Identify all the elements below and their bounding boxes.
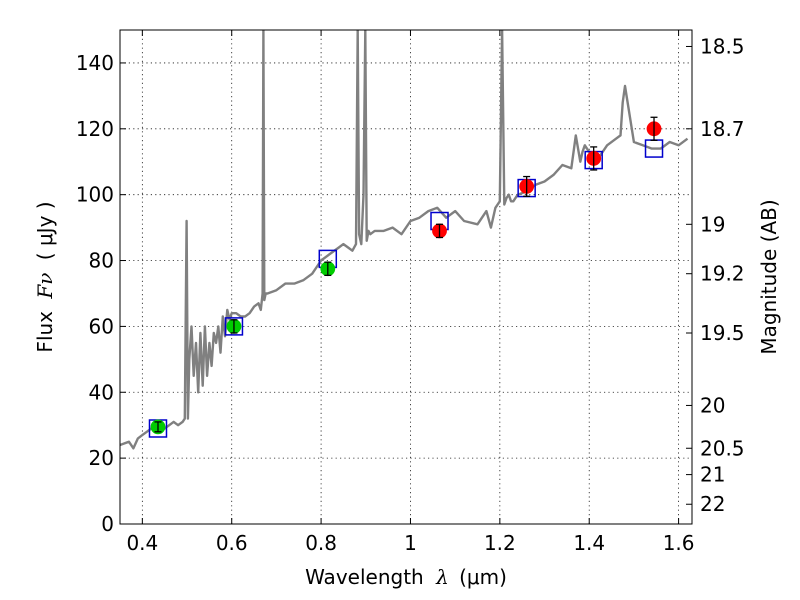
- x-tick-label: 0.4: [126, 531, 158, 555]
- x-tick-label: 1: [404, 531, 417, 555]
- x-axis-label-unit: (μm): [459, 565, 507, 589]
- y2-axis-label: Magnitude (AB): [757, 199, 781, 354]
- y2-tick-label: 19.5: [700, 321, 745, 345]
- model-square-marker: [224, 317, 244, 336]
- y-tick-label: 0: [101, 512, 114, 536]
- y-tick-label: 80: [89, 249, 114, 273]
- x-tick-label: 1.6: [663, 531, 695, 555]
- x-tick-label: 1.4: [573, 531, 605, 555]
- y2-tick-label: 20: [700, 393, 725, 417]
- y-tick-label: 20: [89, 446, 114, 470]
- x-axis-label: Wavelength λ (μm): [305, 565, 507, 589]
- y-axis-label-symbol: Fν: [33, 273, 57, 300]
- y2-tick-label: 19: [700, 212, 725, 236]
- y2-tick-label: 22: [700, 492, 725, 516]
- ticks-layer: 0.4 0.6 0.8 1 1.2 1.4 1.6 0 20 40 60 80 100 120 140 18.…: [76, 30, 745, 555]
- plot-background: [120, 30, 692, 524]
- x-axis-label-symbol: λ: [435, 565, 449, 589]
- marks-layer: [148, 116, 664, 438]
- y-axis-label: Flux Fν ( μJy ): [33, 201, 57, 352]
- y2-tick-label: 18.5: [700, 34, 745, 58]
- x-tick-label: 0.8: [305, 531, 337, 555]
- y-axis-label-unit: ( μJy ): [33, 201, 57, 260]
- y2-tick-label: 20.5: [700, 436, 745, 460]
- x-tick-label: 1.2: [484, 531, 516, 555]
- y2-tick-label: 18.7: [700, 117, 745, 141]
- y-tick-label: 60: [89, 314, 114, 338]
- y-tick-label: 120: [76, 117, 114, 141]
- spectrum-line: [120, 30, 689, 450]
- y-tick-label: 40: [89, 380, 114, 404]
- y-tick-label: 100: [76, 183, 114, 207]
- x-axis-label-text: Wavelength: [305, 565, 424, 589]
- y-axis-label-text: Flux: [33, 311, 57, 353]
- x-tick-label: 0.6: [216, 531, 248, 555]
- plot-frame: [119, 29, 693, 525]
- y2-tick-label: 21: [700, 463, 725, 487]
- y2-tick-label: 19.2: [700, 262, 745, 286]
- y-tick-label: 140: [76, 51, 114, 75]
- spectrum-layer: [120, 30, 689, 450]
